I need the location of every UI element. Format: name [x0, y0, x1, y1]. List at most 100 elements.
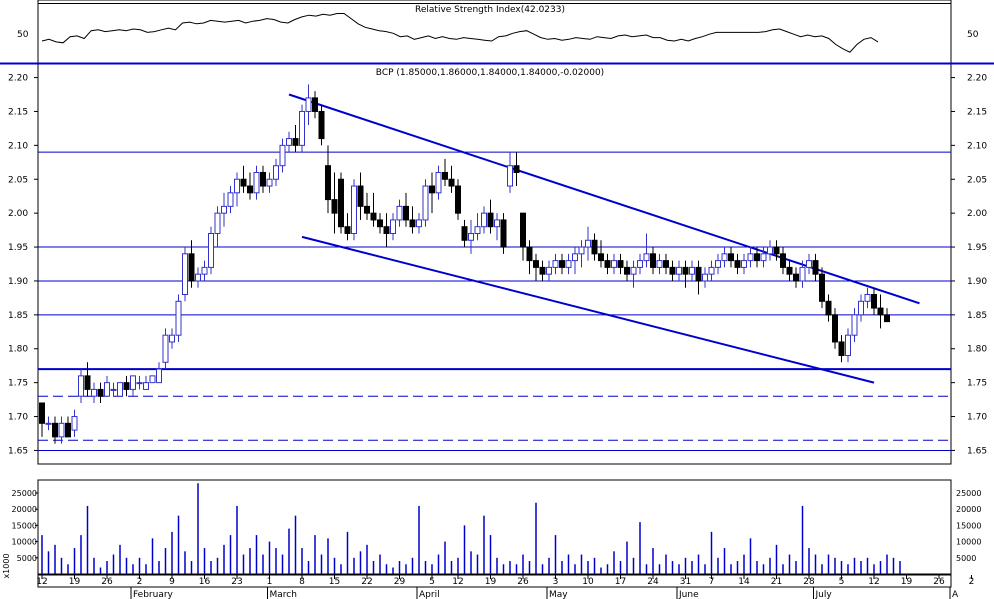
candle-up	[71, 416, 78, 431]
candle-up	[708, 266, 715, 275]
date-tick-label: 26	[933, 577, 945, 587]
candle-down	[292, 138, 299, 146]
price-tick-label-left: 1.65	[8, 446, 28, 456]
candle-down	[793, 273, 799, 282]
candle-down	[604, 260, 611, 268]
candle-up	[221, 205, 227, 214]
month-label: June	[678, 590, 699, 599]
candle-down	[247, 185, 253, 194]
price-tick-label-left: 1.75	[8, 379, 28, 389]
candle-up	[136, 382, 143, 385]
candle-up	[585, 239, 591, 248]
candle-down	[409, 219, 416, 228]
candle-up	[266, 178, 273, 187]
month-label: A	[952, 590, 959, 599]
candle-up	[435, 171, 442, 194]
volume-axis-label: x1000	[2, 553, 11, 578]
candle-up	[494, 219, 500, 228]
month-label: February	[133, 590, 174, 599]
price-tick-label-right: 1.80	[967, 345, 987, 355]
date-tick-label: 5	[839, 577, 845, 587]
lower-trend-line	[301, 235, 875, 384]
date-tick-label: 3	[553, 577, 559, 587]
price-tick-label-left: 1.70	[8, 413, 28, 423]
candle-down	[624, 266, 630, 275]
date-tick-label: 2	[137, 577, 143, 587]
candle-up	[208, 232, 214, 268]
candle-down	[240, 178, 247, 187]
volume-tick-label-left: 15000	[12, 521, 37, 530]
candle-up	[182, 253, 188, 296]
candle-down	[871, 294, 877, 309]
candle-down	[838, 341, 845, 357]
candle-up	[474, 226, 481, 234]
date-tick-label: 9	[169, 577, 175, 587]
volume-tick-label-right: 10000	[956, 538, 981, 547]
price-tick-label-left: 2.15	[8, 107, 28, 117]
date-tick-label: 28	[803, 577, 815, 587]
date-tick-label: 10	[582, 577, 594, 587]
price-title: BCP (1.85000,1.86000,1.84000,1.84000,-0.…	[376, 68, 604, 78]
price-tick-label-right: 1.70	[967, 413, 987, 423]
candle-down	[617, 260, 624, 268]
date-tick-label: 31	[680, 577, 691, 587]
candle-down	[318, 110, 325, 140]
volume-tick-label-left: 5000	[17, 554, 37, 563]
candle-down	[819, 273, 825, 302]
price-tick-label-right: 2.20	[967, 74, 987, 84]
candle-up	[104, 382, 110, 397]
candle-down	[663, 260, 669, 268]
candle-up	[117, 382, 123, 397]
candle-up	[351, 185, 357, 234]
candle-up	[279, 144, 286, 167]
candle-up	[851, 314, 858, 336]
date-tick-label: 12	[452, 577, 463, 587]
volume-panel: x1000 25000 25000 20000 20000 15000 15000 1000…	[2, 479, 981, 579]
candle-up	[305, 97, 312, 112]
candle-down	[539, 266, 546, 275]
price-tick-label-right: 1.75	[967, 379, 987, 389]
candle-up	[45, 422, 52, 425]
price-tick-label-right: 1.95	[967, 243, 987, 253]
month-label: May	[549, 590, 568, 599]
date-axis: 12 19 26 2 9 16 23 1 8 15 22 29 5 12 19 26 3 10 17 24 31 7 14 2…	[36, 574, 974, 599]
candle-up	[611, 260, 617, 268]
candle-up	[799, 266, 806, 282]
date-tick-label: 23	[231, 577, 242, 587]
candle-down	[780, 253, 786, 268]
price-tick-label-right: 1.65	[967, 446, 987, 456]
date-tick-label: 24	[647, 577, 659, 587]
candle-down	[533, 260, 539, 268]
candle-down	[325, 165, 331, 201]
candle-up	[864, 294, 871, 302]
candle-down	[260, 171, 266, 187]
date-tick-label: 19	[69, 577, 81, 587]
candle-down	[97, 388, 104, 397]
candle-down	[786, 266, 793, 275]
candle-down	[123, 382, 130, 390]
candle-up	[578, 246, 585, 255]
date-tick-label: 26	[517, 577, 529, 587]
price-tick-label-left: 1.90	[8, 277, 28, 287]
candle-down	[884, 314, 890, 323]
volume-tick-label-right: 25000	[956, 489, 981, 498]
candle-up	[78, 375, 84, 397]
candle-down	[364, 205, 370, 214]
volume-tick-label-right: 20000	[956, 505, 981, 514]
candle-up	[273, 165, 279, 180]
candle-up	[390, 219, 396, 234]
price-tick-label-left: 2.20	[8, 74, 28, 84]
date-tick-label: 1	[267, 577, 273, 587]
candle-up	[195, 273, 201, 282]
candle-up	[689, 266, 695, 275]
candle-down	[650, 253, 656, 268]
candle-down	[754, 253, 760, 262]
candle-up	[253, 171, 260, 194]
rsi-tick-label-left: 50	[17, 30, 29, 40]
candle-up	[747, 253, 754, 262]
candle-down	[734, 260, 741, 268]
candle-up	[162, 334, 169, 363]
date-tick-label: 21	[771, 577, 782, 587]
